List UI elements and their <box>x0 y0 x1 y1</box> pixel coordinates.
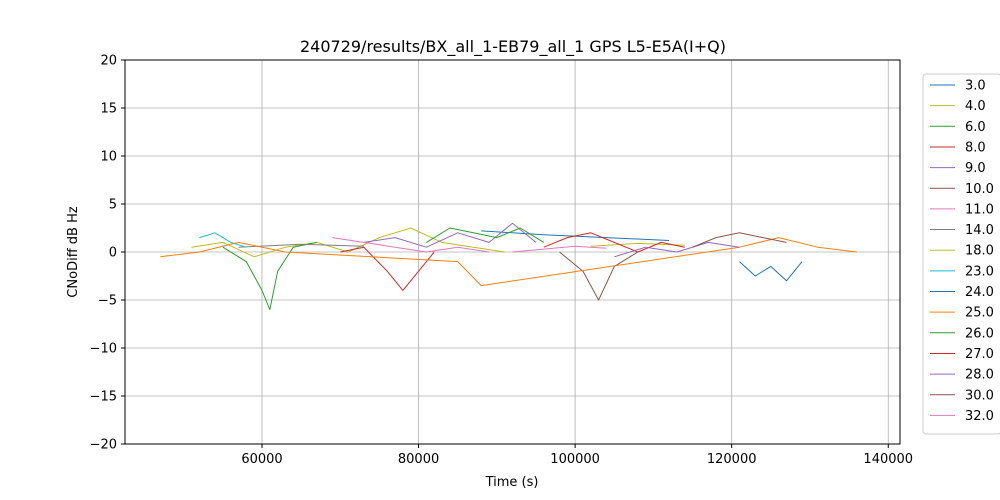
legend-box <box>922 73 1000 435</box>
legend-label: 24.0 <box>965 285 994 300</box>
series-layer <box>160 222 857 311</box>
legend-label: 8.0 <box>965 140 986 155</box>
x-tick-label: 100000 <box>550 452 600 467</box>
y-tick-label: 20 <box>100 54 117 69</box>
y-tick-label: 15 <box>100 102 117 117</box>
series-line-26.0 <box>426 227 545 243</box>
legend-label: 30.0 <box>965 388 994 403</box>
legend-label: 32.0 <box>965 409 994 424</box>
series-line-18.0 <box>590 242 685 247</box>
series-line-25.0 <box>160 237 857 287</box>
y-tick-label: 10 <box>100 150 117 165</box>
ticks: 60000 80000 100000 120000 140000 −20 −15 −10 −5 0… <box>90 54 914 468</box>
y-axis-label: CNoDiff dB Hz <box>66 206 81 298</box>
chart-title: 240729/results/BX_all_1-EB79_all_1 GPS L… <box>300 37 726 57</box>
legend-label: 6.0 <box>965 120 986 135</box>
series-line-23.0 <box>199 232 247 248</box>
y-tick-label: −10 <box>90 342 117 357</box>
legend-label: 18.0 <box>965 244 994 259</box>
series-line-6.0 <box>222 241 317 311</box>
series-line-10.0 <box>559 251 639 301</box>
legend-label: 28.0 <box>965 368 994 383</box>
series-line-30.0 <box>692 232 787 248</box>
x-tick-label: 60000 <box>241 452 282 467</box>
series-line-32.0 <box>332 237 490 253</box>
x-tick-label: 120000 <box>707 452 757 467</box>
y-tick-label: 5 <box>109 198 117 213</box>
series-line-4.0 <box>191 227 505 258</box>
legend-label: 25.0 <box>965 306 994 321</box>
y-tick-label: −15 <box>90 390 117 405</box>
legend: 3.0 4.0 6.0 8.0 9.0 10.0 11.0 14.0 18.0 23.0 24.0 2… <box>922 73 1000 435</box>
y-tick-label: −20 <box>90 438 117 453</box>
series-line-28.0 <box>614 241 740 258</box>
series-line-8.0 <box>340 246 435 291</box>
series-line-11.0 <box>512 245 607 253</box>
series-line-9.0 <box>363 222 537 248</box>
y-tick-label: −5 <box>98 294 117 309</box>
legend-label: 11.0 <box>965 202 994 217</box>
legend-label: 9.0 <box>965 161 986 176</box>
series-line-27.0 <box>543 232 685 253</box>
y-tick-label: 0 <box>109 246 117 261</box>
legend-label: 4.0 <box>965 99 986 114</box>
x-tick-label: 140000 <box>863 452 913 467</box>
legend-label: 10.0 <box>965 182 994 197</box>
x-tick-label: 80000 <box>398 452 439 467</box>
legend-label: 3.0 <box>965 79 986 94</box>
legend-label: 23.0 <box>965 264 994 279</box>
legend-label: 14.0 <box>965 223 994 238</box>
x-axis-label: Time (s) <box>485 475 539 490</box>
legend-label: 26.0 <box>965 326 994 341</box>
series-line-24.0 <box>739 261 803 282</box>
legend-label: 27.0 <box>965 347 994 362</box>
